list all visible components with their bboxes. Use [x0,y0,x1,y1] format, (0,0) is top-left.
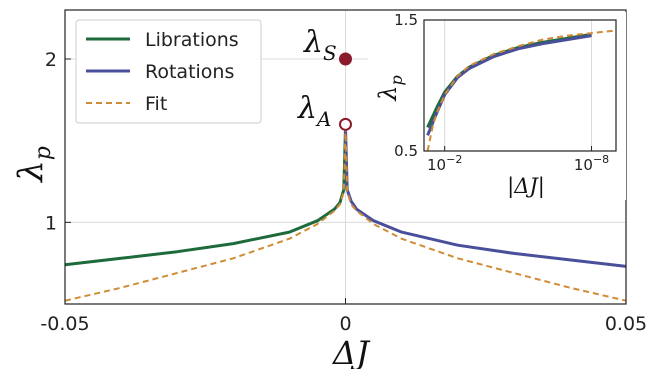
main-y-axis-symbol: λ [11,160,51,184]
legend-label-rotations: Rotations [145,61,234,83]
lambda-s-marker [339,52,352,66]
inset-series-rotations [426,34,592,136]
inset-x-axis-label: |ΔJ| [507,174,545,199]
inset-x-tick-label: 10−8 [574,153,609,174]
inset-y-axis-symbol: λ [374,86,402,102]
lambda-a-marker [339,117,352,131]
inset-x-tick-label: 10−2 [427,153,462,174]
legend-label-librations: Librations [145,29,239,51]
inset-y-axis-label: λp [374,75,406,101]
legend-label-fit: Fit [145,93,167,115]
main-x-tick-label: 0 [339,313,351,335]
inset-y-tick-label: 0.5 [394,142,418,160]
lambda-a-annotation: λA [297,91,331,131]
main-x-axis-label: ΔJ [331,334,371,369]
main-y-axis-label: λp [11,146,56,184]
main-series-librations [64,127,347,267]
main-ticks: -0.05 0 0.05 1 2 [40,49,647,335]
legend-box [75,19,262,124]
inset-y-axis-subscript: p [387,75,406,85]
lambda-s-symbol: λ [303,25,323,60]
main-x-tick-label: -0.05 [40,313,89,335]
main-y-tick-label: 2 [45,49,57,71]
lambda-a-subscript: A [315,107,331,131]
lambda-s-annotation: λS [303,25,337,65]
inset-background [368,12,626,200]
lambda-a-symbol: λ [297,91,317,126]
main-x-tick-label: 0.05 [605,313,647,335]
inset-frame [423,19,617,152]
inset-ticks: 10−2 10−8 0.5 1.5 [394,11,609,174]
lambda-s-subscript: S [323,41,337,65]
inset-chart: 10−2 10−8 0.5 1.5 |ΔJ| λp [368,11,626,200]
main-plot [64,52,627,302]
inset-series-fit [426,29,617,152]
main-y-axis-subscript: p [31,146,56,160]
main-y-tick-label: 1 [45,212,57,234]
inset-y-tick-label: 1.5 [394,11,418,29]
inset-plot [426,29,617,152]
legend: Librations Rotations Fit [75,19,262,124]
